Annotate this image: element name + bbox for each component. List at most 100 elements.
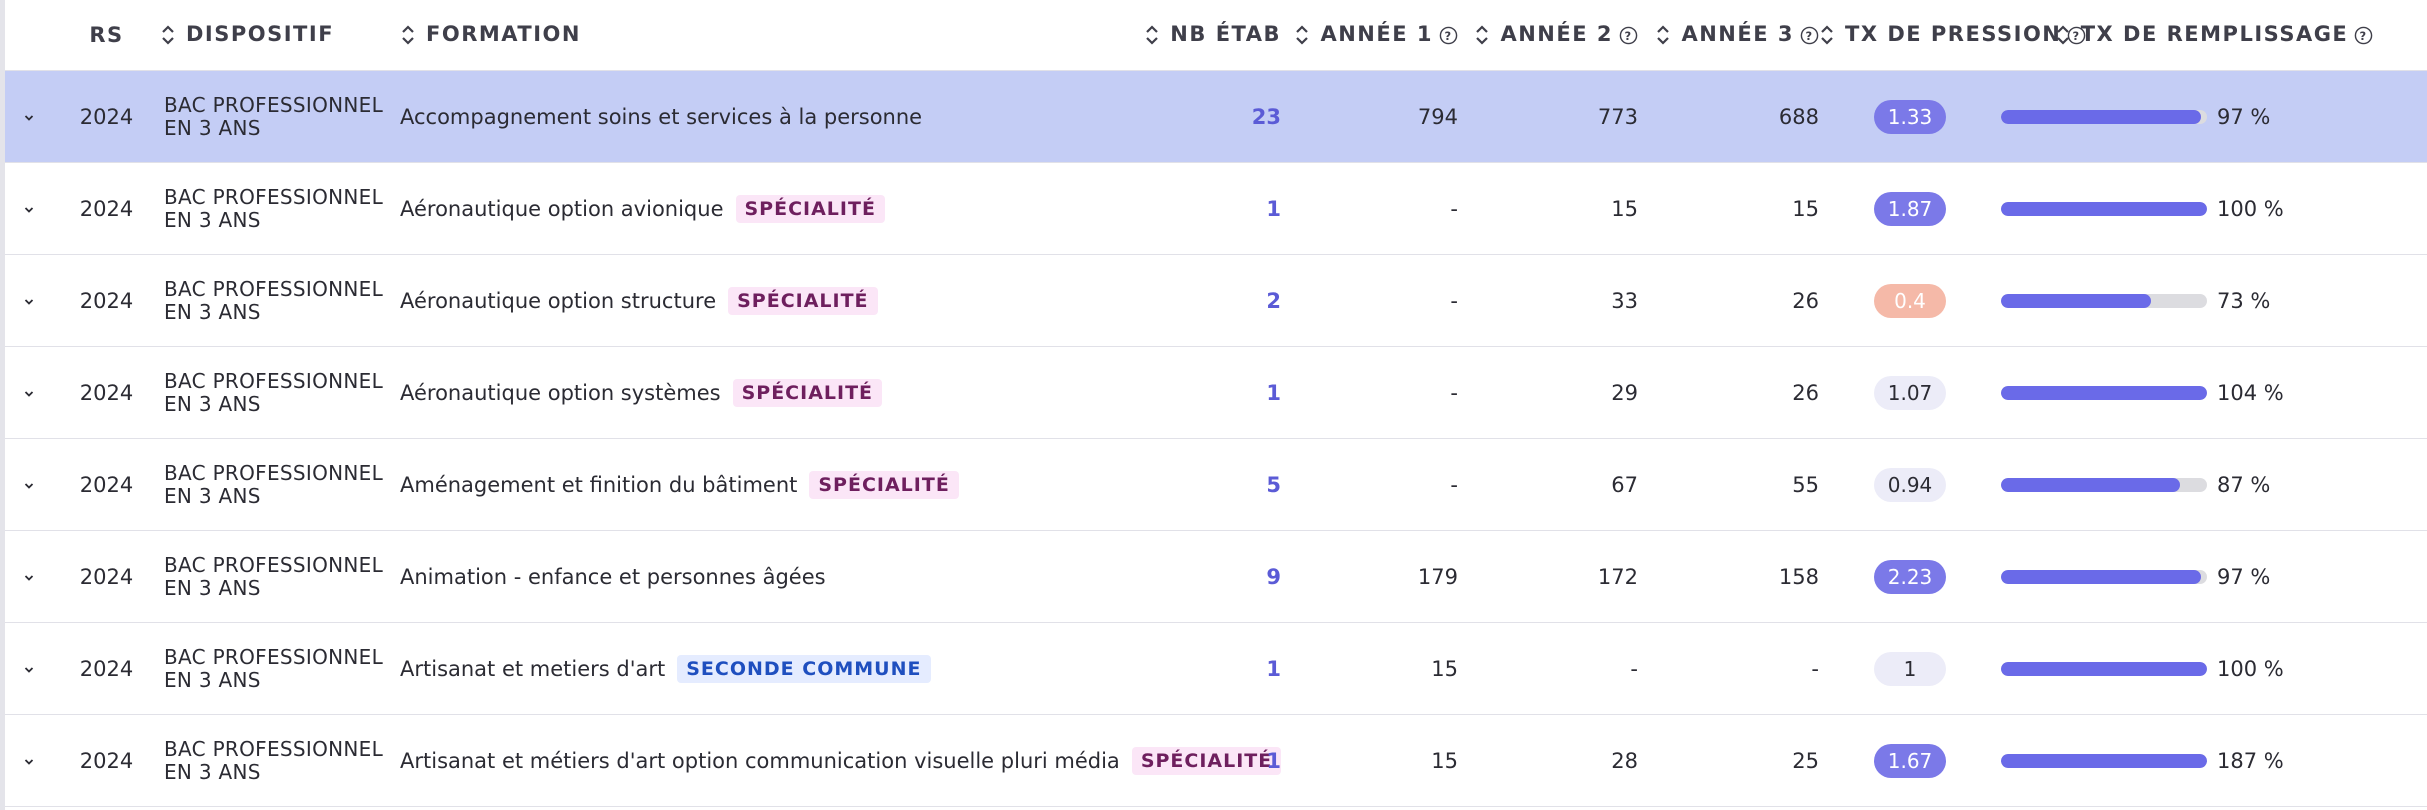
chevron-down-icon[interactable] xyxy=(23,296,35,308)
header-tx-pression[interactable]: TX DE PRESSION? xyxy=(1819,0,2086,71)
left-edge xyxy=(0,0,5,810)
chevron-down-icon[interactable] xyxy=(23,204,35,216)
formation-cell: Accompagnement soins et services à la pe… xyxy=(400,70,1133,163)
nb-etab-cell[interactable]: 1 xyxy=(1133,162,1281,255)
chevron-down-icon[interactable] xyxy=(23,664,35,676)
tx-pression-cell: 2.23 xyxy=(1819,530,2001,623)
dispositif-cell: BAC PROFESSIONNEL EN 3 ANS xyxy=(160,162,400,255)
table-row[interactable]: 2024 BAC PROFESSIONNEL EN 3 ANS Aéronaut… xyxy=(5,162,2427,255)
formation-label[interactable]: Aéronautique option structure xyxy=(400,288,717,313)
tx-pression-cell: 1.67 xyxy=(1819,714,2001,807)
nb-etab-cell[interactable]: 1 xyxy=(1133,346,1281,439)
table-row[interactable]: 2024 BAC PROFESSIONNEL EN 3 ANS Aéronaut… xyxy=(5,346,2427,439)
annee1-cell: - xyxy=(1281,438,1458,531)
table-row[interactable]: 2024 BAC PROFESSIONNEL EN 3 ANS Accompag… xyxy=(5,70,2427,163)
rs-year-cell: 2024 xyxy=(53,530,160,623)
nb-etab-cell[interactable]: 2 xyxy=(1133,254,1281,347)
header-annee3[interactable]: ANNÉE 3? xyxy=(1638,0,1819,71)
table-row[interactable]: 2024 BAC PROFESSIONNEL EN 3 ANS Artisana… xyxy=(5,714,2427,807)
expand-cell[interactable] xyxy=(5,530,53,623)
header-rs-label: RS xyxy=(89,23,124,47)
expand-cell[interactable] xyxy=(5,622,53,715)
expand-cell[interactable] xyxy=(5,714,53,807)
formation-tag: SPÉCIALITÉ xyxy=(732,378,883,407)
table-row[interactable]: 2024 BAC PROFESSIONNEL EN 3 ANS Aéronaut… xyxy=(5,254,2427,347)
dispositif-cell: BAC PROFESSIONNEL EN 3 ANS xyxy=(160,70,400,163)
fill-rate-bar xyxy=(2001,202,2207,216)
header-nb-etab[interactable]: NB ÉTAB xyxy=(1133,0,1281,71)
tx-remplissage-cell: 73 % xyxy=(2001,254,2427,347)
annee2-cell: 15 xyxy=(1458,162,1638,255)
header-dispositif[interactable]: DISPOSITIF xyxy=(160,0,400,71)
sort-icon[interactable] xyxy=(1144,22,1160,48)
sort-icon[interactable] xyxy=(400,22,416,48)
fill-rate-label: 73 % xyxy=(2217,289,2271,313)
tx-remplissage-cell: 87 % xyxy=(2001,438,2427,531)
help-icon[interactable]: ? xyxy=(1800,26,1819,45)
header-rs[interactable]: RS xyxy=(53,0,160,71)
header-annee1[interactable]: ANNÉE 1? xyxy=(1281,0,1458,71)
nb-etab-cell[interactable]: 5 xyxy=(1133,438,1281,531)
chevron-down-icon[interactable] xyxy=(23,112,35,124)
formation-label[interactable]: Accompagnement soins et services à la pe… xyxy=(400,105,923,129)
annee1-cell: - xyxy=(1281,346,1458,439)
header-tx-remplissage[interactable]: TX DE REMPLISSAGE? xyxy=(2001,0,2427,71)
expand-cell[interactable] xyxy=(5,438,53,531)
svg-text:?: ? xyxy=(2360,28,2368,42)
chevron-down-icon[interactable] xyxy=(23,756,35,768)
tx-pression-pill: 1.33 xyxy=(1874,99,1946,134)
table-row[interactable]: 2024 BAC PROFESSIONNEL EN 3 ANS Animatio… xyxy=(5,530,2427,623)
help-icon[interactable]: ? xyxy=(1439,26,1458,45)
header-tx-remplissage-label: TX DE REMPLISSAGE xyxy=(2080,22,2349,46)
help-icon[interactable]: ? xyxy=(1619,26,1638,45)
tx-pression-pill: 1.07 xyxy=(1874,375,1946,410)
sort-icon[interactable] xyxy=(1474,22,1490,48)
formation-cell: Aéronautique option systèmes SPÉCIALITÉ xyxy=(400,346,1133,439)
annee3-cell: 15 xyxy=(1638,162,1819,255)
chevron-down-icon[interactable] xyxy=(23,388,35,400)
rs-year-cell: 2024 xyxy=(53,714,160,807)
dispositif-cell: BAC PROFESSIONNEL EN 3 ANS xyxy=(160,346,400,439)
formation-label[interactable]: Aéronautique option avionique xyxy=(400,196,724,221)
sort-icon[interactable] xyxy=(2055,22,2071,48)
nb-etab-cell[interactable]: 9 xyxy=(1133,530,1281,623)
fill-rate-bar-fill xyxy=(2001,570,2201,584)
header-dispositif-label: DISPOSITIF xyxy=(186,22,335,46)
sort-icon[interactable] xyxy=(160,22,176,48)
nb-etab-cell[interactable]: 23 xyxy=(1133,70,1281,163)
sort-icon[interactable] xyxy=(1655,22,1671,48)
tx-pression-pill: 0.4 xyxy=(1874,283,1946,318)
tx-pression-pill: 1.87 xyxy=(1874,191,1946,226)
tx-pression-pill: 1.67 xyxy=(1874,743,1946,778)
expand-cell[interactable] xyxy=(5,254,53,347)
header-annee1-label: ANNÉE 1 xyxy=(1320,22,1433,46)
rs-year-cell: 2024 xyxy=(53,438,160,531)
formation-label[interactable]: Artisanat et métiers d'art option commun… xyxy=(400,748,1120,773)
nb-etab-cell[interactable]: 1 xyxy=(1133,622,1281,715)
annee3-cell: - xyxy=(1638,622,1819,715)
formation-cell: Animation - enfance et personnes âgées xyxy=(400,530,1133,623)
expand-cell[interactable] xyxy=(5,70,53,163)
chevron-down-icon[interactable] xyxy=(23,572,35,584)
fill-rate-bar-fill xyxy=(2001,754,2207,768)
header-annee2[interactable]: ANNÉE 2? xyxy=(1458,0,1638,71)
fill-rate-bar xyxy=(2001,294,2207,308)
formation-cell: Artisanat et metiers d'art SECONDE COMMUN… xyxy=(400,622,1133,715)
expand-cell[interactable] xyxy=(5,346,53,439)
formation-label[interactable]: Artisanat et metiers d'art xyxy=(400,656,666,681)
table-row[interactable]: 2024 BAC PROFESSIONNEL EN 3 ANS Aménagem… xyxy=(5,438,2427,531)
sort-icon[interactable] xyxy=(1819,22,1835,48)
header-formation[interactable]: FORMATION xyxy=(400,0,1133,71)
help-icon[interactable]: ? xyxy=(2354,26,2373,45)
fill-rate-bar xyxy=(2001,754,2207,768)
formation-label[interactable]: Aéronautique option systèmes xyxy=(400,380,721,405)
table-row[interactable]: 2024 BAC PROFESSIONNEL EN 3 ANS Artisana… xyxy=(5,622,2427,715)
expand-cell[interactable] xyxy=(5,162,53,255)
table-body: 2024 BAC PROFESSIONNEL EN 3 ANS Accompag… xyxy=(5,70,2427,807)
formation-label[interactable]: Animation - enfance et personnes âgées xyxy=(400,565,826,589)
sort-icon[interactable] xyxy=(1294,22,1310,48)
formation-label[interactable]: Aménagement et finition du bâtiment xyxy=(400,472,798,497)
tx-remplissage-cell: 100 % xyxy=(2001,162,2427,255)
chevron-down-icon[interactable] xyxy=(23,480,35,492)
fill-rate-bar-fill xyxy=(2001,202,2207,216)
